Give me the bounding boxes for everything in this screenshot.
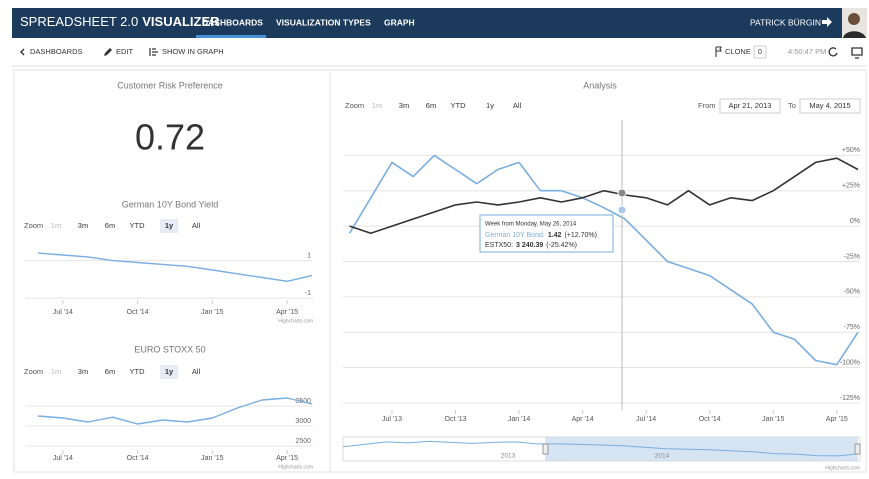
- y-tick-label: +25%: [842, 183, 860, 190]
- avatar-head: [848, 13, 860, 25]
- date-from: Apr 21, 2013: [729, 101, 772, 110]
- nav-item[interactable]: GRAPH: [384, 17, 415, 27]
- zoom-label: Zoom: [345, 101, 364, 110]
- zoom-button[interactable]: 6m: [105, 367, 115, 376]
- zoom-label: Zoom: [24, 367, 43, 376]
- y-tick-label: 0%: [850, 218, 860, 225]
- navigator-selection: [545, 437, 858, 461]
- credits: Highcharts.com: [825, 465, 860, 471]
- zoom-label: Zoom: [24, 221, 43, 230]
- y-tick-label: 1: [307, 252, 311, 259]
- x-tick-label: Jan '14: [508, 416, 530, 423]
- nav-item[interactable]: VISUALIZATION TYPES: [276, 17, 371, 27]
- navigator-handle[interactable]: [543, 444, 548, 454]
- zoom-button[interactable]: 3m: [399, 101, 409, 110]
- tooltip-label: ESTX50:: [485, 242, 513, 249]
- y-tick-label: 3000: [295, 418, 311, 425]
- hover-point: [618, 206, 626, 214]
- x-tick-label: Apr '15: [276, 455, 298, 462]
- x-tick-label: Jan '15: [201, 309, 223, 316]
- zoom-button[interactable]: 1y: [486, 101, 494, 110]
- y-tick-label: -50%: [844, 289, 860, 296]
- zoom-button[interactable]: All: [192, 367, 201, 376]
- zoom-button[interactable]: YTD: [130, 221, 146, 230]
- x-tick-label: Apr '15: [276, 309, 298, 316]
- zoom-button[interactable]: 1m: [51, 221, 61, 230]
- zoom-button[interactable]: 6m: [105, 221, 115, 230]
- range-label: From: [698, 101, 716, 110]
- chart-title: Analysis: [583, 80, 617, 90]
- credits: Highcharts.com: [278, 464, 313, 470]
- x-tick-label: Jul '14: [636, 416, 656, 423]
- tooltip-value: 3 240.39: [516, 242, 543, 249]
- tooltip-label: German 10Y Bond:: [485, 232, 545, 239]
- tooltip-header: Week from Monday, May 26, 2014: [485, 222, 577, 228]
- y-tick-label: -1: [305, 290, 311, 297]
- x-tick-label: Jul '13: [382, 416, 402, 423]
- x-tick-label: Oct '13: [445, 416, 467, 423]
- x-tick-label: Jul '14: [53, 455, 73, 462]
- clone-count: 0: [758, 49, 762, 56]
- chart-title: EURO STOXX 50: [134, 344, 205, 354]
- nav-item[interactable]: DASHBOARDS: [202, 17, 263, 27]
- zoom-button[interactable]: All: [513, 101, 522, 110]
- kpi-title: Customer Risk Preference: [117, 80, 223, 90]
- nav-bar: [12, 8, 867, 38]
- navigator-handle[interactable]: [855, 444, 860, 454]
- x-tick-label: Apr '15: [826, 416, 848, 423]
- zoom-button[interactable]: 3m: [78, 221, 88, 230]
- time: 4:50:47 PM: [788, 47, 826, 56]
- kpi-value: 0.72: [135, 117, 205, 158]
- back-button[interactable]: DASHBOARDS: [30, 47, 83, 56]
- hover-point: [618, 189, 626, 197]
- x-tick-label: Apr '14: [572, 416, 594, 423]
- range-label: To: [788, 101, 796, 110]
- active-underline: [196, 35, 266, 38]
- y-tick-label: -125%: [840, 395, 860, 402]
- credits: Highcharts.com: [278, 318, 313, 324]
- tooltip-change: (+12.70%): [564, 232, 597, 239]
- y-tick-label: -25%: [844, 253, 860, 260]
- clone-button[interactable]: CLONE: [725, 47, 751, 56]
- x-tick-label: Oct '14: [699, 416, 721, 423]
- tooltip-row: German 10Y Bond:1.42(+12.70%): [485, 232, 597, 239]
- dashboard: SPREADSHEET 2.0VISUALIZER DASHBOARDS VIS…: [0, 0, 869, 479]
- tooltip-value: 1.42: [548, 232, 562, 239]
- zoom-button[interactable]: 1m: [51, 367, 61, 376]
- navigator-year: 2013: [501, 453, 516, 460]
- x-tick-label: Jan '15: [201, 455, 223, 462]
- x-tick-label: Jan '15: [762, 416, 784, 423]
- zoom-button[interactable]: All: [192, 221, 201, 230]
- user-name[interactable]: PATRICK BÜRGIN: [750, 17, 821, 27]
- zoom-button[interactable]: 1y: [165, 367, 174, 376]
- zoom-button[interactable]: 1m: [372, 101, 382, 110]
- tooltip-row: ESTX50:3 240.39(-25.42%): [485, 242, 577, 249]
- zoom-button[interactable]: YTD: [130, 367, 146, 376]
- navigator-year: 2014: [655, 453, 670, 460]
- tooltip-change: (-25.42%): [546, 242, 577, 249]
- zoom-button[interactable]: 3m: [78, 367, 88, 376]
- y-tick-label: -100%: [840, 359, 860, 366]
- y-tick-label: +50%: [842, 147, 860, 154]
- x-tick-label: Jul '14: [53, 309, 73, 316]
- y-tick-label: 2500: [295, 438, 311, 445]
- zoom-button[interactable]: 1y: [165, 221, 174, 230]
- zoom-button[interactable]: 6m: [426, 101, 436, 110]
- show-in-graph-button[interactable]: SHOW IN GRAPH: [162, 47, 224, 56]
- x-tick-label: Oct '14: [127, 455, 149, 462]
- edit-button[interactable]: EDIT: [116, 47, 134, 56]
- background: [0, 0, 869, 479]
- brand-light: SPREADSHEET 2.0: [20, 14, 138, 29]
- zoom-button[interactable]: YTD: [451, 101, 467, 110]
- date-to: May 4, 2015: [809, 101, 850, 110]
- y-tick-label: -75%: [844, 324, 860, 331]
- x-tick-label: Oct '14: [127, 309, 149, 316]
- chart-title: German 10Y Bond Yield: [122, 199, 218, 209]
